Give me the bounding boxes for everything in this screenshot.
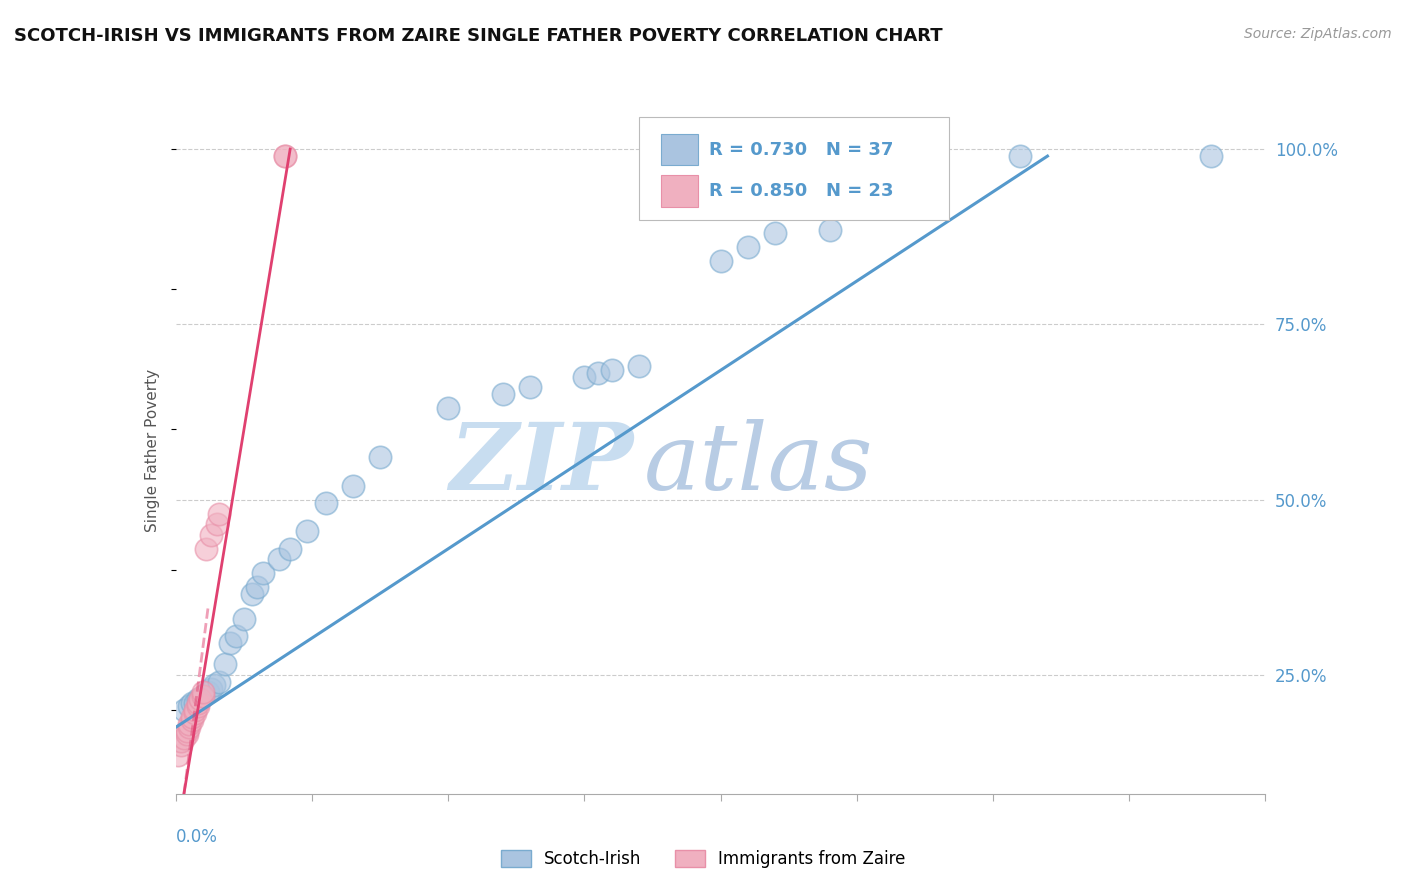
Point [179,716,201,731]
Point [181,714,204,728]
Point [1010,149,1032,163]
Point [186,699,209,714]
Point [170,734,193,748]
Point [737,240,759,254]
Point [179,699,201,714]
Point [184,703,207,717]
Point [191,689,214,703]
Point [214,657,236,672]
Point [1199,149,1222,163]
Point [184,706,207,721]
Text: R = 0.730   N = 37: R = 0.730 N = 37 [709,141,893,159]
Point [200,681,222,696]
Point [269,552,291,566]
FancyBboxPatch shape [638,118,949,220]
Point [173,703,195,717]
Point [191,689,214,703]
Point [342,478,364,492]
Text: R = 0.850   N = 23: R = 0.850 N = 23 [709,182,893,200]
Point [437,401,460,416]
Point [710,254,733,268]
Point [246,580,269,594]
Legend: Scotch-Irish, Immigrants from Zaire: Scotch-Irish, Immigrants from Zaire [494,843,912,875]
Text: atlas: atlas [644,419,873,509]
Point [274,149,297,163]
Point [186,696,209,710]
Point [179,720,201,734]
Point [188,692,211,706]
Point [186,692,209,706]
Point [225,629,247,643]
FancyBboxPatch shape [661,134,697,165]
Point [492,387,515,401]
Point [763,226,786,240]
Point [181,710,204,724]
Point [167,748,190,763]
Point [574,369,596,384]
Point [208,674,231,689]
Y-axis label: Single Father Poverty: Single Father Poverty [145,369,160,532]
Point [274,149,297,163]
Point [202,678,225,692]
Point [197,685,219,699]
Point [252,566,274,581]
Point [627,359,650,374]
Point [219,636,242,650]
Point [315,496,337,510]
Point [176,723,198,738]
Point [200,527,222,541]
Point [295,524,318,538]
Point [519,380,541,394]
Point [194,541,217,556]
Text: Source: ZipAtlas.com: Source: ZipAtlas.com [1244,27,1392,41]
Text: SCOTCH-IRISH VS IMMIGRANTS FROM ZAIRE SINGLE FATHER POVERTY CORRELATION CHART: SCOTCH-IRISH VS IMMIGRANTS FROM ZAIRE SI… [14,27,942,45]
Point [586,367,609,381]
Point [184,696,207,710]
Text: ZIP: ZIP [449,419,633,509]
Point [368,450,391,465]
Point [232,612,254,626]
Point [173,731,195,745]
Point [278,541,301,556]
Point [188,692,211,706]
Point [240,587,263,601]
Point [176,727,198,741]
Point [191,685,214,699]
Point [170,738,193,752]
Point [181,696,204,710]
Point [205,517,228,532]
Point [818,223,841,237]
Point [600,363,623,377]
Text: 0.0%: 0.0% [176,828,218,847]
Point [208,507,231,521]
FancyBboxPatch shape [661,175,697,207]
